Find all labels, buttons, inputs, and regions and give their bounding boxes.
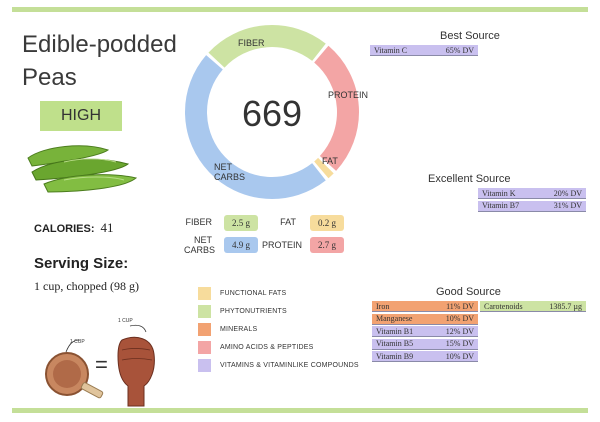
legend-swatch [198,322,211,336]
legend-item: VITAMINS & VITAMINLIKE COMPOUNDS [198,358,359,372]
donut-label-protein: PROTEIN [328,90,369,100]
nutrient-value: 10% DV [445,351,474,361]
bottom-accent-bar [12,408,588,413]
macro-pill-net-carbs: 4.9 g [224,237,258,253]
nutrient-name: Vitamin K [482,188,516,198]
nutrient-name: Vitamin B9 [376,351,414,361]
macro-label-net-carbs: NET CARBS [184,235,216,255]
fist-icon [117,336,155,407]
fist-label: 1 CUP [118,318,133,324]
macro-pill-fat: 0.2 g [310,215,344,231]
nutrient-value: 1385.7 µg [549,301,582,311]
donut-segment-protein [313,45,359,171]
nutrient-value: 65% DV [445,45,474,55]
nutrient-name: Vitamin C [374,45,408,55]
donut-segment-net-carbs [185,55,326,199]
nutrient-name: Manganese [376,314,413,323]
donut-label-fat: FAT [322,156,338,166]
macro-pill-protein: 2.7 g [310,237,344,253]
best-source-title: Best Source [440,30,500,42]
excellent-source-title: Excellent Source [428,173,511,185]
legend-label: AMINO ACIDS & PEPTIDES [220,343,314,351]
calories-value: 41 [100,220,114,235]
legend-swatch [198,286,211,300]
nutrient-row-carotenoids: Carotenoids 1385.7 µg [480,301,586,312]
nutrient-value: 12% DV [445,326,474,336]
page-title: Edible-podded Peas [22,31,177,91]
nutrient-row-vitamin-b1: Vitamin B1 12% DV [372,326,478,337]
cup-label: 1 CUP [70,339,85,345]
nutrient-row-iron: Iron 11% DV [372,301,478,312]
nutrient-name: Vitamin B5 [376,339,414,348]
top-accent-bar [12,7,588,12]
equals-sign: = [95,352,108,377]
nutrient-value: 20% DV [553,188,582,198]
nutrient-row-vitamin-c: Vitamin C 65% DV [370,45,478,56]
legend-item: AMINO ACIDS & PEPTIDES [198,340,313,354]
macro-label-net: NET [194,235,212,245]
cup-arrow-icon [65,339,81,353]
legend-swatch [198,304,211,318]
serving-size-label: Serving Size: [34,255,129,272]
nutrient-row-vitamin-b9: Vitamin B9 10% DV [372,351,478,362]
legend-item: PHYTONUTRIENTS [198,304,287,318]
pea-pods-image [27,145,138,193]
cup-inner-shape [53,360,81,388]
fist-arrow-icon [129,324,147,333]
legend-label: PHYTONUTRIENTS [220,307,287,315]
donut-label-net-carbs: NET CARBS [214,162,246,182]
nutrient-row-vitamin-b5: Vitamin B5 15% DV [372,338,478,350]
fist-fingers-shape [121,348,153,361]
pea-pod-shape [27,145,138,193]
nutrient-name: Carotenoids [484,301,523,311]
legend-item: FUNCTIONAL FATS [198,286,286,300]
macro-pill-fiber: 2.5 g [224,215,258,231]
nutrient-name: Iron [376,301,390,311]
macro-label-fat: FAT [280,217,296,227]
legend-label: VITAMINS & VITAMINLIKE COMPOUNDS [220,361,359,369]
macro-donut-chart: 669 [185,25,359,199]
donut-center-value: 669 [242,93,302,134]
nutrient-value: 10% DV [445,314,474,323]
serving-size-value: 1 cup, chopped (98 g) [34,279,139,293]
macro-label-protein: PROTEIN [262,240,303,250]
level-badge: HIGH [40,101,122,131]
nutrient-row-manganese: Manganese 10% DV [372,313,478,325]
nutrient-name: Vitamin B7 [482,201,520,210]
nutrient-value: 31% DV [553,201,582,210]
legend-label: FUNCTIONAL FATS [220,289,287,297]
nutrient-value: 15% DV [445,339,474,348]
calories-row: CALORIES: 41 [34,220,114,236]
donut-label-fiber: FIBER [238,38,265,48]
donut-segment-fat [314,157,334,179]
nutrient-value: 11% DV [446,301,474,311]
macro-label-fiber: FIBER [185,217,212,227]
legend-swatch [198,340,211,354]
donut-segment-fiber [208,25,326,68]
nutrient-name: Vitamin B1 [376,326,414,336]
cup-handle-shape [80,382,104,399]
nutrient-row-vitamin-k: Vitamin K 20% DV [478,188,586,199]
legend-label: MINERALS [220,325,258,333]
nutrient-row-vitamin-b7: Vitamin B7 31% DV [478,200,586,212]
legend-item: MINERALS [198,322,257,336]
legend-swatch [198,358,211,372]
good-source-title: Good Source [436,286,501,298]
calories-label: CALORIES: [34,223,95,235]
macro-label-carbs: CARBS [184,245,216,255]
serving-visual: = [45,324,155,407]
